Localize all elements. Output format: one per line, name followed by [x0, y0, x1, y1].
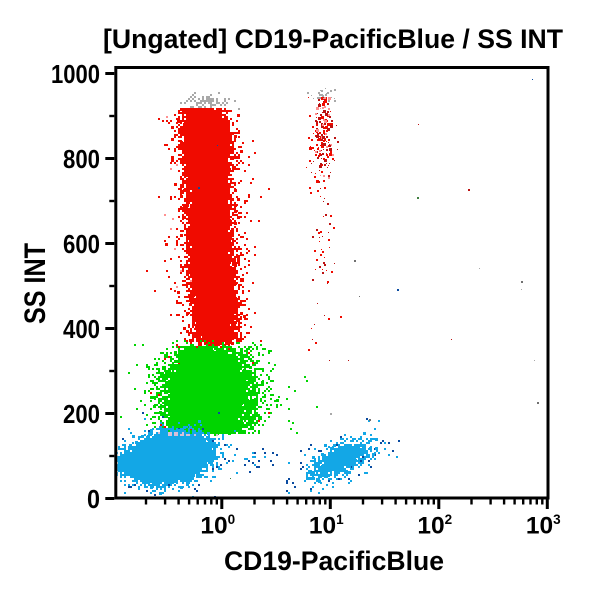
svg-text:800: 800 — [63, 146, 100, 174]
svg-text:400: 400 — [63, 316, 100, 344]
svg-text:0: 0 — [87, 486, 100, 514]
svg-text:[Ungated] CD19-PacificBlue / S: [Ungated] CD19-PacificBlue / SS INT — [103, 24, 563, 54]
svg-text:CD19-PacificBlue: CD19-PacificBlue — [224, 546, 444, 576]
svg-text:1000: 1000 — [51, 61, 100, 89]
svg-text:SS INT: SS INT — [19, 243, 52, 324]
svg-text:103: 103 — [526, 512, 561, 540]
svg-text:600: 600 — [63, 231, 100, 259]
svg-text:200: 200 — [63, 401, 100, 429]
